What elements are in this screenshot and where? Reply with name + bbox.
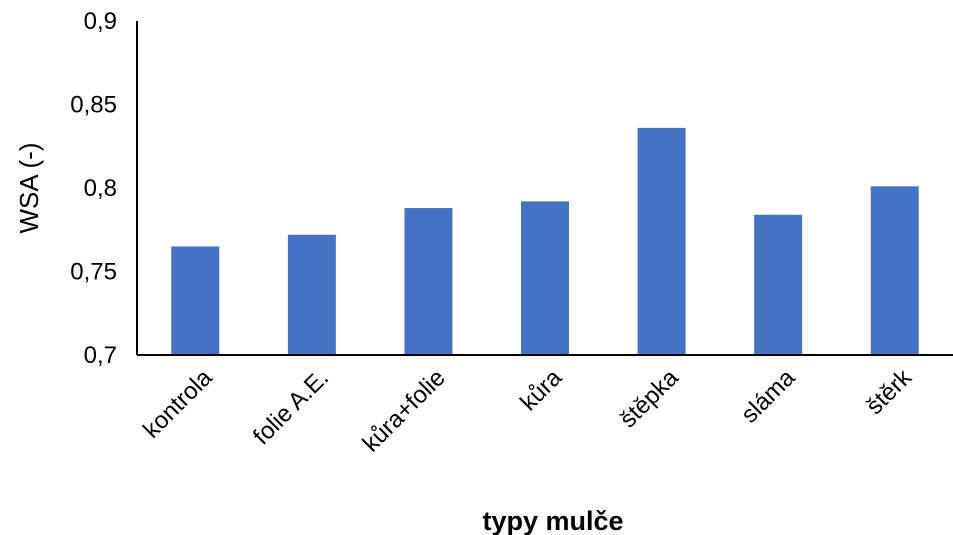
y-axis-title: WSA (-) [14, 143, 44, 234]
x-axis-title: typy mulče [482, 506, 623, 535]
x-tick-label: kůra [515, 364, 568, 417]
bars-group [171, 127, 919, 355]
x-tick-label: folie A.E. [248, 364, 334, 450]
bar-5 [637, 127, 686, 355]
plot-area [136, 21, 953, 356]
x-tick-label: kůra+folie [358, 364, 451, 457]
y-tick-label: 0,7 [84, 342, 117, 369]
bar-4 [521, 201, 569, 355]
x-tick-labels: kontrola folie A.E. kůra+folie kůra štěpka sl… [138, 363, 918, 457]
y-tick-label: 0,85 [70, 92, 117, 119]
y-tick-labels: 0,7 0,75 0,8 0,85 0,9 [70, 8, 117, 369]
y-tick-label: 0,75 [70, 259, 117, 286]
bar-7 [870, 186, 919, 355]
bar-3 [404, 208, 453, 355]
bar-1 [171, 246, 220, 355]
x-tick-label: štěrk [861, 363, 918, 420]
bar-2 [287, 234, 336, 355]
y-tick-label: 0,8 [84, 175, 117, 202]
x-tick-label: sláma [736, 364, 801, 429]
bar-6 [754, 214, 803, 355]
y-tick-label: 0,9 [84, 8, 117, 35]
x-tick-label: kontrola [138, 364, 218, 444]
x-tick-label: štěpka [615, 364, 685, 434]
